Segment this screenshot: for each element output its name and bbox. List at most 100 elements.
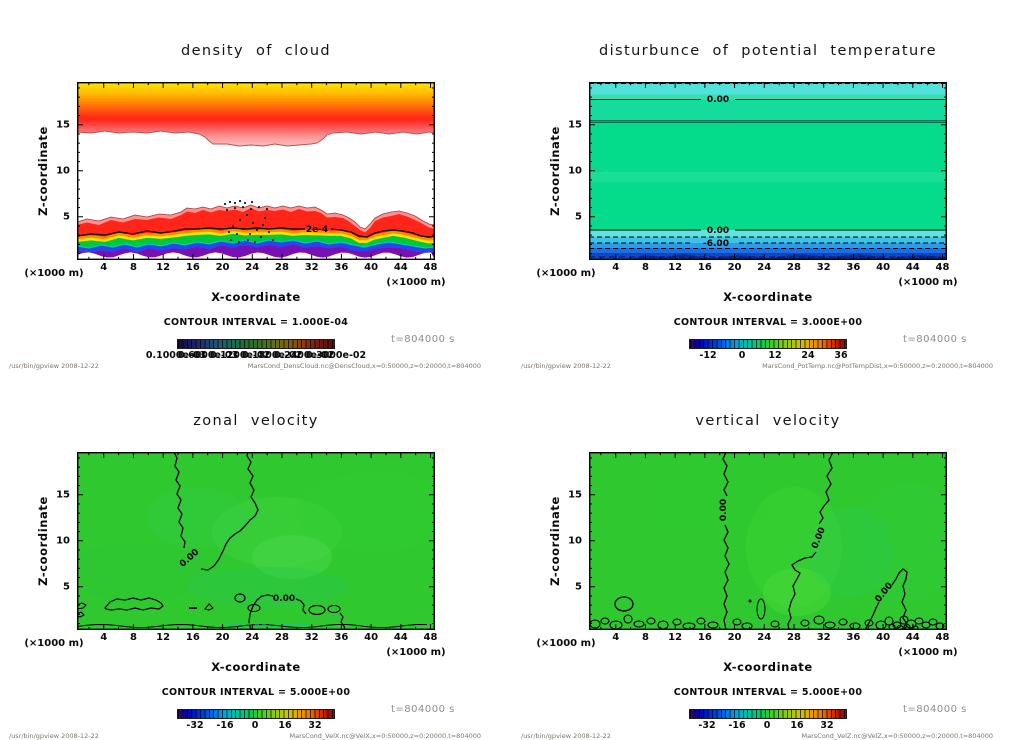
time-label: t=804000 s: [391, 704, 455, 715]
x-tick-label: 32: [816, 632, 831, 643]
x-tick-label: 28: [275, 632, 289, 643]
panel-vertical-velocity: vertical velocity Z-coordinate 0.00 0.00 0…: [512, 370, 1024, 740]
surface-contour-blob: [327, 604, 341, 614]
z-tick-label: 15: [56, 119, 70, 131]
x-tick-label: 24: [757, 632, 772, 643]
temperature-band: [589, 94, 947, 100]
contour-plot-svg: 0.00 0.00 -6.00: [589, 82, 947, 260]
x-tick-label: 36: [846, 262, 861, 273]
x-tick-label: 24: [245, 632, 260, 643]
z-unit-label: (×1000 m): [24, 638, 84, 649]
x-tick-label: 32: [304, 262, 319, 273]
footer-command: /usr/bin/gpview 2008-12-22: [9, 362, 99, 370]
panel-potential-temperature: disturbunce of potential temperature Z-c…: [512, 0, 1024, 370]
colorbar-tick-label: 0.1800e-02: [241, 350, 303, 361]
z-tick-label: 15: [568, 489, 582, 501]
contour-plot-svg: 2e-4: [77, 82, 435, 260]
temperature-band: [589, 121, 947, 172]
z-tick-label: 10: [56, 535, 70, 547]
contour-line: [722, 452, 729, 497]
x-tick-label: 8: [641, 632, 649, 643]
contour-interval-label: CONTOUR INTERVAL = 1.000E-04: [163, 317, 349, 328]
colorbar-tick-label: 0.3000e-02: [305, 350, 367, 361]
x-tick-label: 48: [423, 632, 438, 643]
time-label: t=804000 s: [903, 704, 967, 715]
lower-layer-boundary: [77, 204, 435, 230]
colorbar-tick-label: 0: [738, 350, 746, 361]
x-tick-label: 40: [876, 632, 891, 643]
x-tick-label: 24: [245, 262, 260, 273]
surface-contour-blob: [104, 597, 164, 611]
temperature-band: [589, 253, 947, 260]
colorbar: [689, 709, 847, 719]
contour-value-label: 0.00: [707, 95, 729, 105]
z-tick-label: 10: [568, 165, 582, 177]
plot-title: disturbunce of potential temperature: [599, 43, 937, 59]
colorbar-tick-label: 16: [790, 720, 804, 731]
surface-contour-blob: [308, 604, 326, 616]
x-tick-label: 12: [668, 632, 683, 643]
x-tick-label: 12: [156, 632, 171, 643]
z-tick-label: 15: [56, 489, 70, 501]
contour-line: [864, 601, 880, 630]
x-tick-label: 16: [185, 632, 200, 643]
temperature-band: [589, 243, 947, 248]
colorbar-tick-label: 0: [763, 720, 771, 731]
x-tick-label: 48: [935, 632, 950, 643]
colorbar: [177, 339, 335, 349]
plot-frame: [77, 82, 435, 260]
x-unit-label: (×1000 m): [898, 277, 958, 288]
x-tick-label: 20: [727, 262, 742, 273]
field-variation: [809, 507, 893, 597]
x-tick-label: 16: [697, 262, 712, 273]
temperature-band: [589, 82, 947, 95]
contour-line: [818, 452, 834, 525]
colorbar-tick-label: -32: [186, 720, 204, 731]
contour-interval-label: CONTOUR INTERVAL = 5.000E+00: [161, 687, 351, 698]
temperature-band: [589, 230, 947, 237]
contour-line: [787, 551, 817, 630]
surface-clear-gap: [77, 252, 435, 260]
temperature-band: [589, 237, 947, 243]
plot-frame: [589, 452, 947, 630]
z-tick-label: 5: [575, 211, 582, 223]
x-tick-label: 4: [100, 632, 108, 643]
contour-plot-svg: 0.000.000.00: [589, 452, 947, 630]
colorbar-tick-label: 32: [820, 720, 834, 731]
plot-area: 0.00 0.00 0.00: [589, 452, 947, 630]
colorbar-tick-label: 32: [308, 720, 322, 731]
contour-2e-4: [330, 228, 435, 238]
x-unit-label: (×1000 m): [898, 647, 958, 658]
velocity-field: [589, 452, 947, 630]
colorbar-tick-label: 24: [801, 350, 815, 361]
colorbar-tick-label: 16: [278, 720, 292, 731]
contour-interval-label: CONTOUR INTERVAL = 5.000E+00: [673, 687, 863, 698]
x-tick-label: 4: [612, 262, 620, 273]
plot-frame: [589, 82, 947, 260]
footer-command: /usr/bin/gpview 2008-12-22: [521, 362, 611, 370]
contour-line: [723, 524, 730, 630]
x-tick-label: 16: [697, 632, 712, 643]
colorbar-tick-label: -16: [216, 720, 234, 731]
colorbar-tick-label: 0: [251, 720, 259, 731]
contour-line: [339, 612, 346, 630]
plot-area: 0.00 0.00: [77, 452, 435, 630]
x-tick-label: 16: [185, 262, 200, 273]
x-tick-label: 40: [364, 632, 379, 643]
temperature-band: [589, 172, 947, 182]
colorbar-tick-label: -16: [728, 720, 746, 731]
x-tick-label: 12: [668, 262, 683, 273]
panel-density-of-cloud: density of cloud Z-coordinate 2e-4 5 10 15…: [0, 0, 512, 370]
cyan-contour: [77, 239, 435, 249]
plot-title: vertical velocity: [695, 413, 841, 429]
footer-command: /usr/bin/gpview 2008-12-22: [9, 732, 99, 740]
panel-zonal-velocity: zonal velocity Z-coordinate 0.00 0.00 5 10…: [0, 370, 512, 740]
colorbar-tick-label: 12: [768, 350, 782, 361]
x-tick-label: 20: [215, 262, 230, 273]
x-tick-label: 32: [304, 632, 319, 643]
x-axis-label: X-coordinate: [723, 660, 813, 674]
upper-layer-boundary: [77, 130, 435, 147]
plot-title: zonal velocity: [193, 413, 319, 429]
z-tick-label: 5: [63, 211, 70, 223]
x-axis-label: X-coordinate: [211, 290, 301, 304]
